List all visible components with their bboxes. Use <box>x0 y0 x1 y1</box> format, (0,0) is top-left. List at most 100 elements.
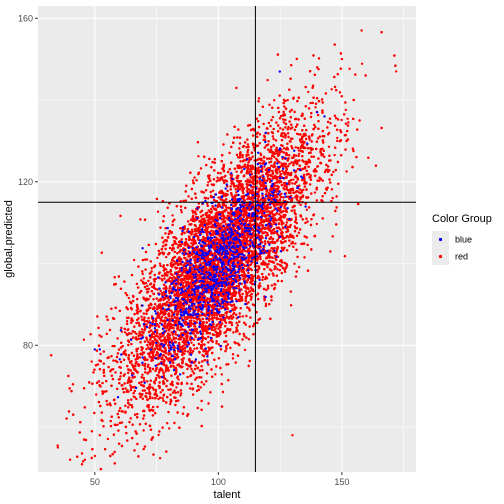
data-point-red <box>106 437 110 441</box>
data-point-red <box>263 165 266 168</box>
data-point-red <box>292 178 295 181</box>
data-point-red <box>190 242 193 245</box>
data-point-red <box>284 136 287 139</box>
data-point-red <box>243 348 247 352</box>
data-point-red <box>220 373 223 376</box>
data-point-red <box>156 311 160 314</box>
data-point-red <box>276 268 279 271</box>
data-point-red <box>125 320 129 323</box>
data-point-red <box>207 181 210 184</box>
data-point-red <box>219 222 222 226</box>
data-point-red <box>162 287 165 290</box>
data-point-red <box>348 67 351 71</box>
data-point-red <box>127 343 130 347</box>
data-point-red <box>271 169 274 173</box>
data-point-red <box>56 444 59 447</box>
data-point-red <box>116 423 119 426</box>
data-point-red <box>360 62 364 65</box>
data-point-red <box>168 427 171 430</box>
data-point-red <box>193 347 196 350</box>
data-point-red <box>293 262 296 265</box>
data-point-red <box>305 208 309 211</box>
data-point-red <box>180 211 183 214</box>
data-point-red <box>266 78 269 82</box>
data-point-red <box>340 118 343 122</box>
data-point-red <box>344 108 347 112</box>
data-point-red <box>127 296 131 300</box>
data-point-red <box>158 262 162 265</box>
data-point-red <box>315 222 318 226</box>
data-point-red <box>156 210 160 213</box>
data-point-red <box>273 99 276 102</box>
data-point-red <box>82 338 86 341</box>
data-point-red <box>288 244 291 247</box>
data-point-red <box>145 347 148 351</box>
data-point-red <box>261 194 264 197</box>
data-point-red <box>169 402 172 406</box>
data-point-red <box>223 175 226 178</box>
data-point-red <box>159 391 162 394</box>
data-point-red <box>99 352 102 356</box>
data-point-red <box>177 378 180 381</box>
data-point-red <box>345 170 348 173</box>
data-point-red <box>90 360 93 363</box>
data-point-red <box>146 340 150 343</box>
data-point-red <box>93 454 97 458</box>
data-point-red <box>298 152 301 155</box>
data-point-red <box>157 433 160 437</box>
data-point-red <box>164 370 167 373</box>
data-point-red <box>211 189 215 192</box>
data-point-red <box>273 268 276 271</box>
data-point-red <box>214 373 217 376</box>
data-point-red <box>235 170 238 173</box>
data-point-red <box>112 368 115 371</box>
data-point-red <box>158 457 162 460</box>
data-point-red <box>333 153 336 157</box>
data-point-red <box>179 208 183 212</box>
data-point-red <box>327 145 331 148</box>
data-point-red <box>284 236 287 239</box>
data-point-red <box>280 192 283 195</box>
data-point-red <box>167 298 170 302</box>
data-points <box>50 29 398 471</box>
data-point-red <box>184 318 187 321</box>
data-point-red <box>270 284 274 287</box>
data-point-red <box>165 255 168 259</box>
data-point-red <box>166 422 169 425</box>
data-point-red <box>271 115 275 119</box>
data-point-red <box>145 258 149 261</box>
data-point-red <box>218 276 221 279</box>
data-point-red <box>309 101 312 105</box>
data-point-red <box>346 117 349 121</box>
data-point-red <box>227 363 230 366</box>
data-point-red <box>197 202 200 205</box>
data-point-red <box>197 155 200 158</box>
data-point-red <box>336 136 339 140</box>
data-point-red <box>141 272 144 276</box>
data-point-red <box>206 197 210 200</box>
data-point-red <box>111 344 114 348</box>
data-point-red <box>336 118 340 121</box>
data-point-red <box>175 386 178 389</box>
data-point-red <box>133 395 136 399</box>
data-point-red <box>207 291 211 294</box>
data-point-red <box>308 138 311 141</box>
data-point-red <box>282 147 286 150</box>
data-point-red <box>313 191 317 194</box>
data-point-red <box>157 397 160 401</box>
data-point-red <box>297 265 301 269</box>
data-point-red <box>307 90 310 94</box>
data-point-red <box>171 214 174 217</box>
data-point-red <box>294 146 297 149</box>
data-point-red <box>273 155 276 159</box>
data-point-red <box>332 170 335 174</box>
data-point-red <box>142 277 145 280</box>
data-point-red <box>145 309 148 312</box>
data-point-red <box>141 373 144 376</box>
data-point-red <box>294 242 297 245</box>
data-point-red <box>330 88 333 91</box>
data-point-red <box>190 341 193 344</box>
data-point-red <box>314 106 317 109</box>
data-point-red <box>156 256 159 260</box>
